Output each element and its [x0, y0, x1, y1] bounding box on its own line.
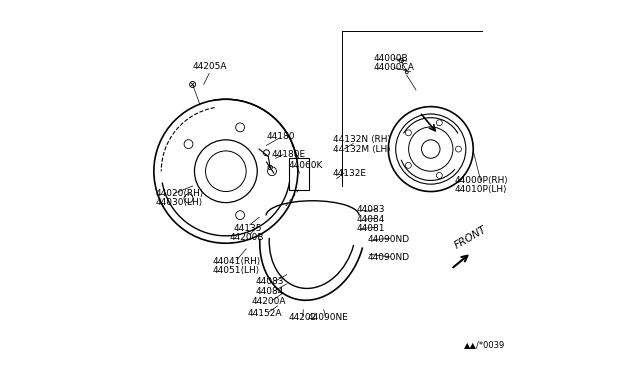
- Text: 44180: 44180: [266, 132, 295, 141]
- Text: ▲▲/*0039: ▲▲/*0039: [464, 340, 505, 349]
- Text: 44180E: 44180E: [272, 150, 306, 159]
- Text: 44135: 44135: [233, 224, 262, 233]
- Text: 44200A: 44200A: [252, 297, 286, 306]
- FancyBboxPatch shape: [289, 158, 309, 190]
- Text: 44132E: 44132E: [333, 169, 367, 177]
- Text: 44090NE: 44090NE: [307, 312, 348, 321]
- Text: 44000P⟨RH⟩: 44000P⟨RH⟩: [455, 176, 509, 185]
- Text: 44000CA: 44000CA: [374, 63, 415, 72]
- Text: 44132N ⟨RH⟩: 44132N ⟨RH⟩: [333, 135, 391, 144]
- Text: 44152A: 44152A: [248, 309, 282, 318]
- Text: 44132M ⟨LH⟩: 44132M ⟨LH⟩: [333, 145, 390, 154]
- Text: 44084: 44084: [255, 287, 284, 296]
- Text: 44084: 44084: [357, 215, 385, 224]
- Text: 44030⟨LH⟩: 44030⟨LH⟩: [156, 198, 203, 207]
- Text: 44081: 44081: [357, 224, 385, 233]
- Text: 44000B: 44000B: [374, 54, 408, 63]
- Text: 44060K: 44060K: [289, 161, 323, 170]
- Text: 44020⟨RH⟩: 44020⟨RH⟩: [156, 189, 204, 198]
- Text: 44090ND: 44090ND: [368, 253, 410, 263]
- Text: 44010P⟨LH⟩: 44010P⟨LH⟩: [455, 185, 508, 194]
- Text: 44202: 44202: [289, 312, 317, 321]
- Text: FRONT: FRONT: [453, 224, 489, 251]
- Text: 44090ND: 44090ND: [368, 235, 410, 244]
- Text: 44200B: 44200B: [230, 233, 264, 242]
- Text: 44051⟨LH⟩: 44051⟨LH⟩: [213, 266, 260, 275]
- Text: 44205A: 44205A: [193, 61, 227, 71]
- Text: 44041⟨RH⟩: 44041⟨RH⟩: [213, 257, 261, 266]
- Text: 44083: 44083: [357, 205, 385, 215]
- Text: 44083: 44083: [255, 278, 284, 286]
